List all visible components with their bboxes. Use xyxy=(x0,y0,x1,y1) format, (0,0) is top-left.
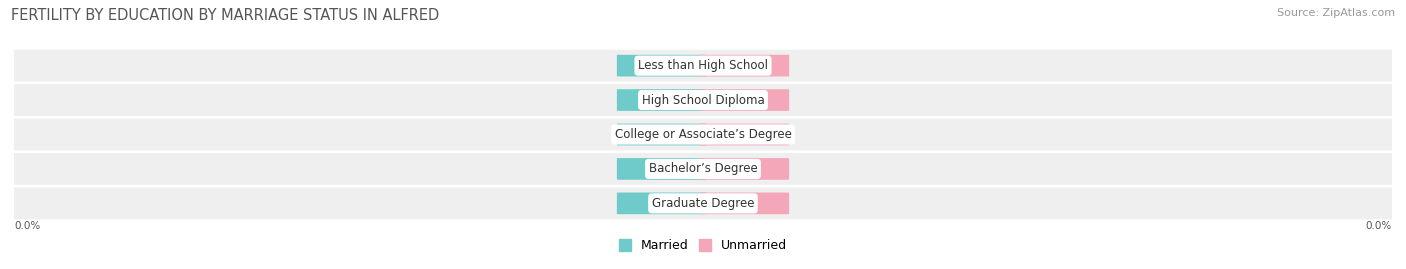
FancyBboxPatch shape xyxy=(14,187,1392,219)
FancyBboxPatch shape xyxy=(14,84,1392,116)
FancyBboxPatch shape xyxy=(14,50,1392,82)
FancyBboxPatch shape xyxy=(700,89,789,111)
FancyBboxPatch shape xyxy=(617,158,706,180)
Text: 0.0%: 0.0% xyxy=(730,129,759,140)
Legend: Married, Unmarried: Married, Unmarried xyxy=(619,239,787,252)
FancyBboxPatch shape xyxy=(14,153,1392,185)
Text: College or Associate’s Degree: College or Associate’s Degree xyxy=(614,128,792,141)
Text: 0.0%: 0.0% xyxy=(730,61,759,71)
FancyBboxPatch shape xyxy=(617,89,706,111)
Text: 0.0%: 0.0% xyxy=(647,95,676,105)
Text: Source: ZipAtlas.com: Source: ZipAtlas.com xyxy=(1277,8,1395,18)
Text: 0.0%: 0.0% xyxy=(647,61,676,71)
Text: FERTILITY BY EDUCATION BY MARRIAGE STATUS IN ALFRED: FERTILITY BY EDUCATION BY MARRIAGE STATU… xyxy=(11,8,440,23)
FancyBboxPatch shape xyxy=(700,55,789,76)
Text: 0.0%: 0.0% xyxy=(1365,221,1392,231)
FancyBboxPatch shape xyxy=(617,193,706,214)
FancyBboxPatch shape xyxy=(14,119,1392,150)
Text: 0.0%: 0.0% xyxy=(647,198,676,208)
Text: Less than High School: Less than High School xyxy=(638,59,768,72)
Text: 0.0%: 0.0% xyxy=(730,95,759,105)
FancyBboxPatch shape xyxy=(700,193,789,214)
FancyBboxPatch shape xyxy=(617,124,706,145)
Text: 0.0%: 0.0% xyxy=(730,164,759,174)
Text: 0.0%: 0.0% xyxy=(14,221,41,231)
Text: 0.0%: 0.0% xyxy=(647,129,676,140)
Text: 0.0%: 0.0% xyxy=(647,164,676,174)
FancyBboxPatch shape xyxy=(700,124,789,145)
Text: Graduate Degree: Graduate Degree xyxy=(652,197,754,210)
FancyBboxPatch shape xyxy=(700,158,789,180)
Text: High School Diploma: High School Diploma xyxy=(641,94,765,107)
Text: 0.0%: 0.0% xyxy=(730,198,759,208)
Text: Bachelor’s Degree: Bachelor’s Degree xyxy=(648,162,758,175)
FancyBboxPatch shape xyxy=(617,55,706,76)
